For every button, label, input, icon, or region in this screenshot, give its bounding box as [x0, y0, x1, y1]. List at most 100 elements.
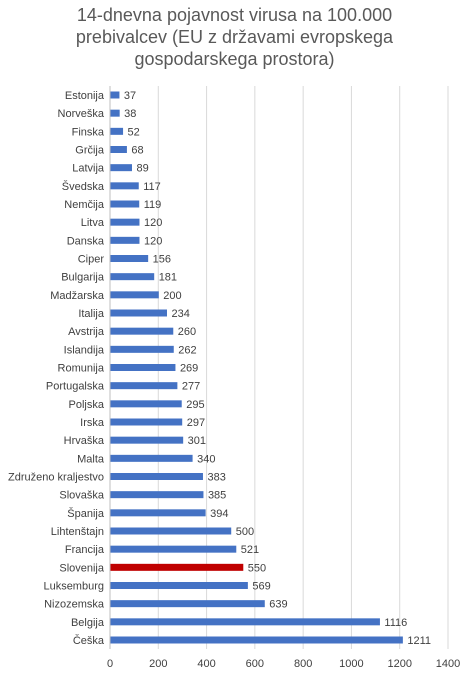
bar [110, 164, 132, 172]
category-label: Češka [73, 634, 105, 647]
bar [110, 600, 265, 608]
category-label: Ciper [78, 254, 105, 266]
x-tick-label: 1400 [436, 658, 460, 670]
data-label: 120 [144, 217, 162, 229]
bar [110, 509, 206, 517]
data-label: 301 [188, 435, 206, 447]
bar [110, 527, 232, 535]
chart-title-line: prebivalcev (EU z državami evropskega [75, 27, 394, 47]
data-label: 181 [159, 272, 177, 284]
data-label: 277 [182, 381, 200, 393]
data-label: 394 [210, 508, 228, 520]
category-label: Hrvaška [64, 435, 105, 447]
data-label: 569 [252, 581, 270, 593]
bar [110, 618, 380, 626]
category-label: Luksemburg [43, 581, 104, 593]
bar [110, 400, 182, 408]
category-label: Slovaška [59, 490, 105, 502]
bar [110, 364, 176, 371]
category-label: Poljska [69, 399, 105, 411]
x-tick-label: 0 [107, 658, 113, 670]
data-label: 38 [124, 108, 136, 120]
category-label: Francija [65, 544, 105, 556]
bar [110, 91, 120, 99]
data-label: 385 [208, 490, 226, 502]
chart-title: 14-dnevna pojavnost virusa na 100.000 pr… [0, 4, 469, 70]
data-label: 1211 [407, 635, 431, 647]
category-label: Združeno kraljestvo [8, 472, 104, 484]
bar [110, 473, 203, 480]
category-label: Islandija [64, 344, 105, 356]
bar [110, 382, 178, 390]
bar [110, 255, 149, 262]
data-label: 295 [186, 399, 204, 411]
bar [110, 309, 167, 317]
bar [110, 345, 174, 353]
data-label: 89 [136, 163, 148, 175]
data-label: 340 [197, 453, 215, 465]
bar [110, 236, 140, 244]
category-label: Grčija [75, 145, 105, 157]
chart-title-line: gospodarskega prostora) [134, 49, 335, 69]
x-tick-label: 400 [197, 658, 215, 670]
category-label: Španija [67, 507, 105, 520]
bar [110, 291, 159, 299]
data-label: 200 [163, 290, 181, 302]
data-label: 521 [241, 544, 259, 556]
data-label: 156 [153, 254, 171, 266]
data-label: 37 [124, 90, 136, 102]
data-label: 117 [143, 181, 161, 193]
category-label: Portugalska [46, 381, 105, 393]
x-tick-label: 800 [294, 658, 312, 670]
bar [110, 418, 183, 426]
chart-title-line: 14-dnevna pojavnost virusa na 100.000 [76, 5, 393, 25]
bar [110, 436, 184, 444]
bar [110, 182, 139, 190]
x-tick-label: 1200 [387, 658, 411, 670]
data-label: 297 [187, 417, 205, 429]
bar [110, 273, 155, 281]
category-label: Malta [77, 453, 105, 465]
x-tick-label: 1000 [339, 658, 363, 670]
category-label: Belgija [71, 617, 105, 629]
data-label: 260 [178, 326, 196, 338]
x-tick-label: 200 [149, 658, 167, 670]
bar [110, 218, 140, 226]
bar [110, 636, 403, 644]
category-label: Švedska [62, 180, 105, 193]
category-label: Danska [67, 235, 105, 247]
data-label: 639 [269, 599, 287, 611]
data-label: 52 [128, 126, 140, 138]
data-label: 500 [236, 526, 254, 538]
category-label: Bulgarija [61, 272, 105, 284]
category-label: Finska [72, 126, 105, 138]
category-label: Norveška [58, 108, 105, 120]
bar [110, 109, 120, 117]
category-label: Irska [80, 417, 105, 429]
bar [110, 582, 248, 589]
category-label: Nemčija [64, 199, 105, 211]
data-label: 68 [131, 145, 143, 157]
data-label: 234 [171, 308, 189, 320]
data-label: 269 [180, 363, 198, 375]
data-label: 383 [207, 472, 225, 484]
x-tick-label: 600 [246, 658, 264, 670]
category-label: Latvija [72, 163, 105, 175]
bar [110, 127, 124, 135]
bar [110, 200, 140, 208]
data-label: 120 [144, 235, 162, 247]
bar [110, 454, 193, 462]
bar [110, 327, 174, 335]
data-label: 550 [248, 562, 266, 574]
data-label: 1116 [384, 617, 407, 629]
category-label: Estonija [65, 90, 105, 102]
category-label: Italija [78, 308, 105, 320]
bar [110, 491, 204, 499]
bar [110, 563, 244, 571]
category-label: Nizozemska [44, 599, 105, 611]
category-label: Litva [81, 217, 105, 229]
category-label: Avstrija [68, 326, 105, 338]
bar [110, 146, 127, 153]
category-label: Lihtenštajn [51, 526, 104, 538]
